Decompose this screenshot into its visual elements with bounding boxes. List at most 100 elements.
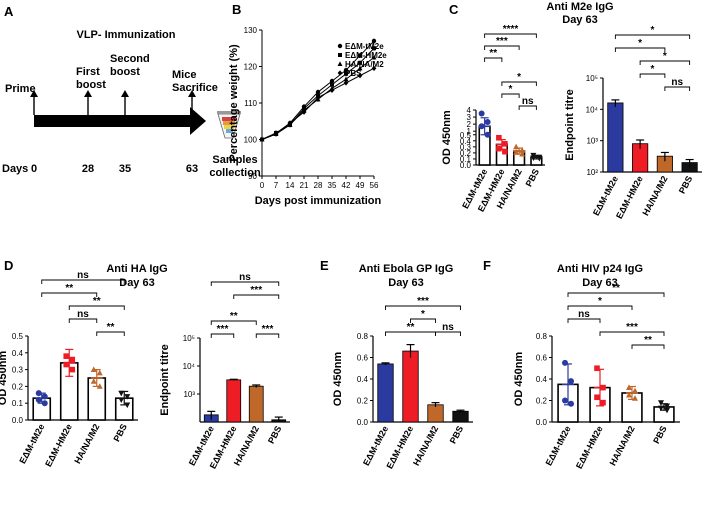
category-label: EΔM-HM2e bbox=[574, 424, 605, 470]
category-label: PBS bbox=[266, 424, 284, 445]
y-tick-label: 0.4 bbox=[12, 349, 24, 358]
data-point bbox=[118, 390, 125, 397]
significance-bracket bbox=[68, 305, 125, 310]
y-tick-label: 3 bbox=[467, 113, 472, 122]
significance-label: * bbox=[509, 84, 513, 95]
y-tick-label: 4 bbox=[467, 106, 472, 115]
x-tick-label: 21 bbox=[300, 181, 309, 190]
legend-marker bbox=[338, 53, 342, 57]
significance-bracket bbox=[614, 47, 666, 52]
bar bbox=[377, 363, 394, 423]
significance-bracket bbox=[68, 318, 98, 323]
panel-e-title: Anti Ebola GP IgG bbox=[359, 263, 454, 275]
legend-marker bbox=[337, 61, 343, 66]
data-point bbox=[594, 365, 600, 372]
y-axis-label: Percentage weight (%) bbox=[228, 44, 240, 162]
day-63: 63 bbox=[186, 163, 198, 175]
data-point bbox=[371, 54, 377, 60]
significance-label: ns bbox=[239, 272, 251, 283]
significance-label: ** bbox=[612, 283, 620, 294]
significance-label: ** bbox=[407, 322, 415, 333]
significance-label: ** bbox=[644, 335, 652, 346]
data-point bbox=[35, 390, 42, 397]
data-point bbox=[530, 155, 537, 161]
significance-bracket bbox=[501, 93, 520, 98]
y-tick-label: 2 bbox=[467, 120, 472, 129]
y-tick-label: 0.4 bbox=[460, 137, 472, 146]
category-label: HA/NA/M2 bbox=[608, 424, 637, 467]
x-tick-label: 14 bbox=[286, 181, 295, 190]
data-point bbox=[357, 65, 363, 71]
significance-label: *** bbox=[417, 296, 429, 307]
data-point bbox=[330, 82, 334, 87]
data-point bbox=[626, 391, 632, 398]
data-point bbox=[357, 53, 363, 58]
significance-label: **** bbox=[503, 24, 519, 35]
y-tick-label: 10⁵ bbox=[586, 74, 598, 83]
data-point bbox=[315, 94, 321, 101]
y-tick-label: 10³ bbox=[183, 390, 195, 399]
y-axis-label: OD 450nm bbox=[0, 351, 9, 406]
panel-f-title: Anti HIV p24 IgG bbox=[557, 263, 643, 275]
data-point bbox=[124, 394, 131, 400]
panel-letter-d: D bbox=[4, 258, 13, 273]
significance-bracket bbox=[41, 279, 125, 284]
data-point bbox=[63, 361, 70, 368]
y-tick-label: 0.0 bbox=[460, 161, 472, 170]
significance-label: *** bbox=[217, 324, 229, 335]
data-point bbox=[273, 130, 279, 136]
sample-tube-icon bbox=[217, 111, 241, 139]
data-point bbox=[562, 359, 568, 366]
significance-bracket bbox=[484, 57, 503, 62]
category-label: HA/NA/M2 bbox=[411, 424, 440, 467]
y-tick-label: 0.3 bbox=[460, 143, 472, 152]
significance-label: * bbox=[517, 72, 521, 83]
legend-label: EΔM-tM2e bbox=[345, 42, 384, 51]
timeline-schematic: Prime First boost Second boost Mice Sacrifi… bbox=[2, 53, 261, 179]
y-tick-label: 0.6 bbox=[536, 354, 548, 363]
significance-label: * bbox=[651, 64, 655, 75]
significance-bracket bbox=[210, 320, 257, 325]
data-point bbox=[287, 120, 293, 126]
significance-bracket bbox=[385, 305, 461, 310]
x-tick-label: 35 bbox=[328, 181, 337, 190]
significance-label: ** bbox=[93, 296, 101, 307]
y-axis-label: OD 450nm bbox=[441, 110, 453, 165]
x-tick-label: 56 bbox=[370, 181, 379, 190]
significance-label: ns bbox=[578, 309, 590, 320]
data-point bbox=[96, 369, 103, 376]
y-tick-label: 0.8 bbox=[536, 332, 548, 341]
y-tick-label: 10⁵ bbox=[183, 334, 195, 343]
legend-label: EΔM-HM2e bbox=[345, 51, 387, 60]
hiv-od-bar-chart: 0.0 0.2 0.4 0.6 0.8 OD 450nm EΔM-tM2e EΔM-HM2e H… bbox=[513, 283, 680, 470]
event-first-boost: First boost bbox=[76, 66, 106, 91]
significance-bracket bbox=[484, 45, 520, 50]
y-tick-label: 10⁴ bbox=[586, 105, 599, 114]
category-label: PBS bbox=[111, 422, 129, 443]
data-point bbox=[568, 400, 574, 407]
y-tick-label: 0.6 bbox=[357, 354, 369, 363]
category-label: HA/NA/M2 bbox=[640, 174, 669, 217]
significance-label: * bbox=[638, 38, 642, 49]
y-tick-label: 0.4 bbox=[536, 375, 548, 384]
x-tick-label: 42 bbox=[342, 181, 351, 190]
data-point bbox=[96, 383, 103, 389]
data-point bbox=[329, 78, 335, 84]
ha-od-bar-chart: 0.0 0.1 0.2 0.3 0.4 0.5 OD 450nm EΔM-tM2eEΔM-HM… bbox=[0, 270, 138, 468]
samples-label: Samples collection bbox=[209, 154, 261, 179]
data-point bbox=[600, 384, 606, 391]
category-label: PBS bbox=[677, 174, 695, 195]
y-axis-label: Endpoint titre bbox=[159, 344, 171, 416]
significance-bracket bbox=[233, 294, 280, 299]
data-point bbox=[35, 396, 42, 403]
data-point bbox=[594, 394, 600, 401]
data-point bbox=[358, 60, 362, 65]
panel-letter-a: A bbox=[4, 4, 14, 19]
significance-label: ns bbox=[77, 309, 89, 320]
significance-label: ns bbox=[671, 77, 683, 88]
significance-label: * bbox=[598, 296, 602, 307]
y-tick-label: 120 bbox=[244, 63, 258, 72]
data-point bbox=[502, 141, 508, 147]
